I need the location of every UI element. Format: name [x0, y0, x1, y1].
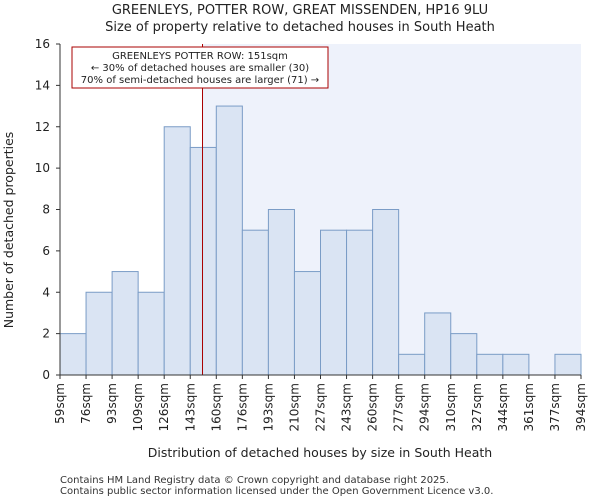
- y-tick-label: 4: [42, 285, 50, 299]
- x-tick-label: 227sqm: [314, 383, 328, 431]
- x-tick-label: 109sqm: [131, 383, 145, 431]
- x-tick-label: 277sqm: [392, 383, 406, 431]
- bars: [59, 105, 582, 376]
- x-tick-label: 327sqm: [470, 383, 484, 431]
- y-tick-label: 0: [42, 368, 50, 382]
- y-tick-label: 12: [35, 120, 50, 134]
- x-tick-label: 260sqm: [366, 383, 380, 431]
- bar: [398, 353, 426, 376]
- x-tick-label: 294sqm: [418, 383, 432, 431]
- annotation-line-2: ← 30% of detached houses are smaller (30…: [91, 63, 309, 74]
- bar: [502, 353, 530, 376]
- bar: [476, 353, 504, 376]
- y-tick-label: 14: [35, 78, 50, 92]
- bar: [372, 209, 400, 376]
- annotation-line-1: GREENLEYS POTTER ROW: 151sqm: [112, 51, 288, 62]
- footer-line-2: Contains public sector information licen…: [60, 486, 493, 497]
- footer-line-1: Contains HM Land Registry data © Crown c…: [60, 475, 449, 486]
- y-tick-label: 2: [42, 327, 50, 341]
- x-tick-label: 394sqm: [574, 383, 588, 431]
- y-axis: 0 2 4 6 8 10 12 14 16: [35, 37, 60, 382]
- bar: [267, 209, 295, 376]
- y-tick-label: 16: [35, 37, 50, 51]
- bar: [450, 333, 478, 376]
- chart-title: GREENLEYS, POTTER ROW, GREAT MISSENDEN, …: [112, 3, 488, 18]
- bar: [554, 353, 582, 376]
- annotation-box: GREENLEYS POTTER ROW: 151sqm ← 30% of de…: [71, 46, 329, 89]
- x-tick-label: 59sqm: [53, 383, 67, 424]
- bar: [346, 229, 374, 376]
- x-tick-label: 377sqm: [548, 383, 562, 431]
- x-axis-label: Distribution of detached houses by size …: [148, 445, 492, 460]
- x-tick-label: 361sqm: [522, 383, 536, 431]
- x-tick-label: 160sqm: [209, 383, 223, 431]
- y-tick-label: 6: [42, 244, 50, 258]
- x-tick-label: 310sqm: [444, 383, 458, 431]
- annotation-line-3: 70% of semi-detached houses are larger (…: [81, 75, 319, 86]
- bar: [163, 126, 191, 376]
- x-tick-label: 143sqm: [183, 383, 197, 431]
- bar: [59, 333, 87, 376]
- bar: [320, 229, 348, 376]
- bar: [85, 291, 113, 376]
- x-tick-label: 176sqm: [235, 383, 249, 431]
- x-tick-label: 76sqm: [79, 383, 93, 424]
- bar: [137, 291, 165, 376]
- bar: [424, 312, 452, 376]
- bar: [215, 105, 243, 376]
- bar: [241, 229, 269, 376]
- y-tick-label: 10: [35, 161, 50, 175]
- y-tick-label: 8: [42, 203, 50, 217]
- x-tick-label: 93sqm: [105, 383, 119, 424]
- x-tick-label: 126sqm: [157, 383, 171, 431]
- x-tick-label: 243sqm: [340, 383, 354, 431]
- bar: [111, 271, 139, 376]
- bar: [189, 146, 217, 376]
- annotation-border: [71, 46, 329, 89]
- x-tick-label: 210sqm: [287, 383, 301, 431]
- chart-subtitle: Size of property relative to detached ho…: [105, 20, 495, 35]
- x-tick-label: 344sqm: [496, 383, 510, 431]
- x-axis: 59sqm 76sqm 93sqm 109sqm 126sqm 143sqm 160sqm 1…: [53, 375, 588, 431]
- x-tick-label: 193sqm: [261, 383, 275, 431]
- y-axis-label: Number of detached properties: [1, 132, 16, 329]
- bar: [293, 271, 322, 376]
